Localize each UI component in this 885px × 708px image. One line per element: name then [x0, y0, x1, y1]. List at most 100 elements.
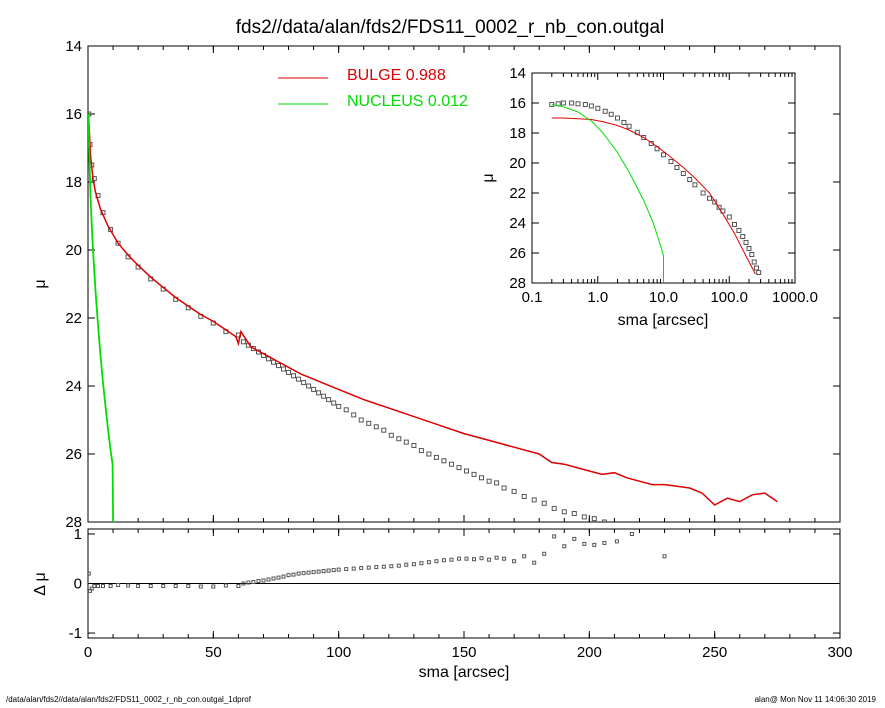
- data-point: [396, 563, 401, 568]
- legend: BULGE 0.988 NUCLEUS 0.012: [278, 67, 468, 110]
- y-tick-label: 24: [65, 378, 82, 395]
- data-point: [326, 397, 332, 403]
- legend-bulge-label: BULGE 0.988: [347, 67, 446, 84]
- data-point: [712, 199, 718, 205]
- data-point: [108, 584, 113, 588]
- y-tick-label: 16: [509, 95, 526, 112]
- data-point: [281, 366, 286, 372]
- data-point: [687, 177, 693, 182]
- x-tick-label: 10.0: [649, 289, 678, 306]
- inset-axis-ticks: 0.1 1.0 10.0 100.0 1000.0 14 16 18 20 22 24 26 28: [509, 65, 818, 306]
- data-point: [700, 190, 706, 196]
- data-point: [552, 534, 557, 539]
- data-point: [186, 584, 191, 588]
- y-tick-label: 14: [509, 65, 526, 82]
- x-tick-label: 1.0: [587, 289, 608, 306]
- inset-series: [549, 100, 762, 283]
- data-point: [256, 579, 261, 583]
- data-point: [296, 376, 302, 382]
- data-point: [161, 584, 166, 588]
- data-point: [381, 427, 387, 433]
- data-point: [434, 559, 439, 564]
- data-point: [692, 182, 698, 188]
- x-tick-label: 150: [451, 644, 476, 661]
- data-point: [494, 480, 500, 486]
- data-point: [136, 584, 141, 588]
- data-point: [286, 573, 291, 578]
- data-point: [674, 165, 680, 170]
- data-point: [311, 570, 316, 575]
- data-point: [449, 461, 454, 467]
- data-point: [316, 569, 321, 574]
- data-point: [582, 541, 587, 546]
- data-point: [615, 115, 620, 121]
- data-point: [351, 412, 357, 418]
- chart-title: fds2//data/alan/fds2/FDS11_0002_r_nb_con…: [236, 17, 665, 38]
- data-point: [116, 583, 121, 587]
- data-point: [306, 570, 311, 575]
- y-tick-label: 22: [509, 185, 526, 202]
- data-point: [358, 417, 364, 423]
- data-point: [457, 556, 461, 561]
- data-point: [726, 214, 732, 220]
- data-point: [569, 100, 575, 106]
- data-point: [173, 584, 178, 588]
- data-point: [126, 583, 131, 588]
- data-point: [366, 420, 372, 426]
- x-tick-label: 1000.0: [772, 289, 818, 306]
- y-tick-label: 20: [65, 242, 82, 259]
- data-point: [501, 485, 507, 491]
- data-point: [276, 363, 281, 369]
- data-point: [661, 152, 666, 158]
- data-point: [359, 566, 364, 571]
- data-point: [336, 403, 342, 409]
- data-point: [411, 562, 416, 567]
- data-point: [344, 567, 349, 572]
- data-point: [464, 468, 469, 474]
- x-tick-label: 300: [827, 644, 852, 661]
- data-point: [562, 544, 567, 549]
- x-tick-label: 100.0: [710, 289, 748, 306]
- data-point: [601, 519, 607, 522]
- data-point: [101, 584, 105, 588]
- data-point: [351, 566, 356, 571]
- data-point: [271, 359, 276, 365]
- data-point: [615, 523, 619, 527]
- data-point: [531, 497, 537, 503]
- data-point: [291, 373, 296, 379]
- data-point: [374, 565, 379, 570]
- data-point: [301, 380, 307, 386]
- y-tick-label: 1: [74, 526, 82, 543]
- data-point: [198, 584, 203, 589]
- data-point: [426, 560, 431, 565]
- y-tick-label: 16: [65, 106, 82, 123]
- data-point: [716, 204, 722, 210]
- data-point: [512, 559, 517, 564]
- data-point: [404, 562, 409, 567]
- data-point: [236, 584, 241, 588]
- data-point: [296, 571, 301, 576]
- x-tick-label: 250: [702, 644, 727, 661]
- data-point: [522, 554, 527, 559]
- data-point: [751, 259, 757, 265]
- data-point: [373, 424, 379, 430]
- data-point: [602, 540, 607, 545]
- data-point: [629, 532, 634, 536]
- data-point: [736, 228, 742, 233]
- data-point: [441, 458, 447, 464]
- inset-x-axis-label: sma [arcsec]: [618, 312, 709, 329]
- data-point: [389, 564, 394, 569]
- data-point: [331, 568, 336, 573]
- data-point: [571, 511, 577, 516]
- data-point: [291, 572, 296, 577]
- data-point: [464, 556, 469, 561]
- data-point: [602, 108, 608, 114]
- data-point: [419, 561, 424, 566]
- y-tick-label: 28: [509, 275, 526, 292]
- y-tick-label: 24: [509, 215, 526, 232]
- inset-y-axis-label: μ: [480, 173, 497, 182]
- y-tick-label: 20: [509, 155, 526, 172]
- x-axis-label: sma [arcsec]: [419, 664, 510, 681]
- data-point: [541, 500, 547, 506]
